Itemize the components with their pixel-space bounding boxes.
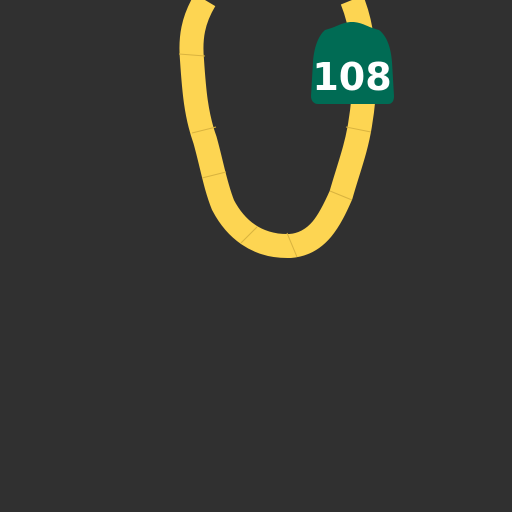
route-shield-number: 108 [312, 55, 391, 99]
road-seam [345, 126, 372, 133]
road-seam [178, 53, 206, 57]
road-seam [329, 190, 353, 201]
road-seam [286, 232, 298, 258]
california-state-route-shield-icon [311, 22, 394, 104]
road-seam [201, 171, 227, 179]
road-segment-seams [178, 53, 372, 258]
road-seam [191, 126, 217, 134]
route-shield[interactable]: 108 [311, 22, 394, 104]
road-seam [240, 226, 258, 244]
